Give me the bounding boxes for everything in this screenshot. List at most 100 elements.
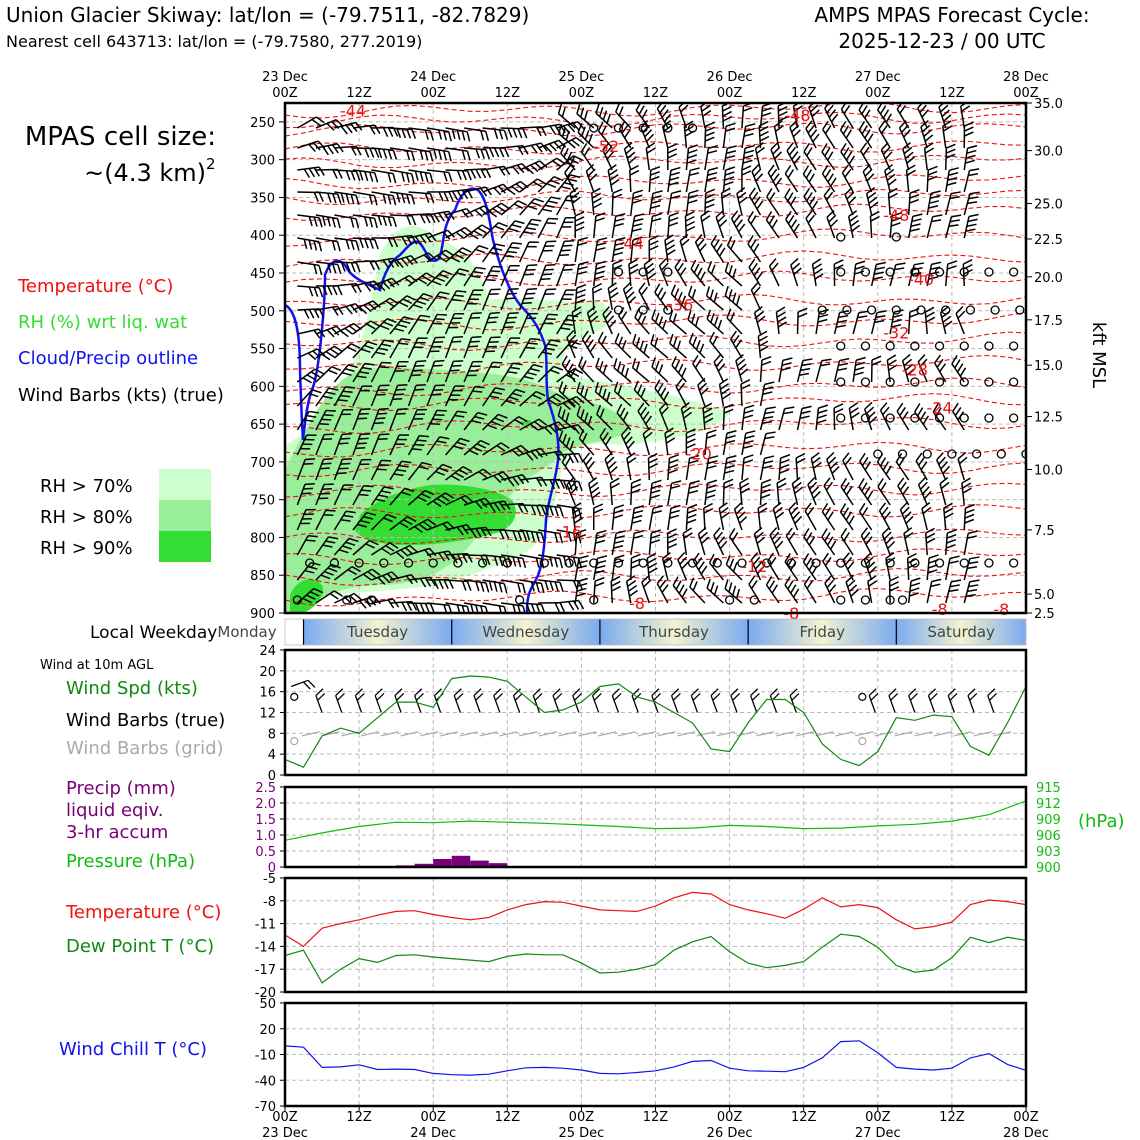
wind-barb-flag [694, 359, 702, 369]
wind-barb-flag [930, 190, 941, 195]
wind-barb-flag [567, 400, 576, 408]
wind-barb [389, 460, 412, 481]
wind-barb-flag [750, 579, 758, 589]
wind-barb-flag [784, 406, 795, 410]
wind-barb-flag [456, 190, 464, 200]
wind-barb-flag [527, 342, 538, 345]
wind-barb-shaft [881, 534, 891, 556]
wind-barb-shaft [847, 216, 854, 239]
wind-barb-flag [628, 258, 638, 265]
wind-barb-shaft [389, 234, 412, 239]
wind-barb-shaft [648, 533, 653, 556]
wind-barb-flag [587, 415, 593, 426]
wind-barb-flag [824, 169, 832, 179]
wind-barb-flag [776, 311, 786, 318]
wind-barb-flag [456, 526, 464, 536]
temperature-contour [285, 354, 1026, 374]
grid-barb [360, 731, 380, 737]
wind-barb-flag [650, 489, 661, 494]
wind-barb-flag [303, 239, 308, 249]
wind-barb-shaft [620, 434, 632, 456]
wind-barb-flag [369, 171, 374, 182]
wind-barb-shaft [926, 169, 929, 193]
wind-barb-flag [945, 148, 956, 154]
wind-barb-flag [707, 479, 718, 484]
top-date-label: 26 Dec [707, 70, 753, 85]
wind-barb [296, 434, 317, 456]
wind-barb-flag [833, 403, 844, 409]
wind-barb-flag [410, 173, 415, 184]
wind-barb-flag [849, 407, 859, 414]
wind-barb-shaft [697, 533, 706, 556]
wind-barb-flag [887, 359, 897, 366]
wind-barb-flag [538, 418, 548, 426]
wind-barb [556, 136, 585, 149]
wind-barb-flag [710, 688, 719, 697]
wind-barb-shaft [389, 191, 412, 196]
wind-barb [444, 360, 464, 383]
wind-barb [389, 487, 415, 506]
wind-barb-flag [423, 293, 433, 298]
wind-barb-flag [432, 418, 443, 421]
temperature-contour [285, 250, 1026, 268]
wind-barb [840, 477, 854, 506]
wind-barb-flag [574, 216, 585, 222]
wind-barb-flag [583, 147, 591, 157]
calm-circle [836, 413, 846, 423]
wind-barb-flag [371, 568, 381, 576]
wind-barb-flag [315, 116, 325, 124]
wind-barb-shaft [370, 409, 380, 431]
wind-barb-flag [570, 191, 580, 200]
wind-barb-flag [323, 414, 334, 417]
wind-barb-flag [771, 531, 780, 540]
wind-barb-flag [748, 575, 756, 585]
wind-barb-flag [318, 166, 325, 176]
wind-barb-flag [318, 497, 329, 500]
panel-frame [283, 785, 1028, 869]
calm-circle [811, 558, 821, 568]
temperature-contour [285, 228, 1026, 247]
wind-barb-flag [592, 688, 601, 697]
wind-barb-flag [382, 575, 391, 584]
wind-barb [730, 210, 746, 239]
wind-barb-shaft [426, 127, 449, 133]
wind-barb-flag [651, 529, 661, 534]
wind-barb-shaft [724, 270, 743, 287]
wind-barb-flag [927, 165, 938, 171]
wind-barb-flag [554, 692, 563, 701]
wind-barb-flag [705, 121, 716, 127]
wind-barb-flag [615, 103, 621, 113]
calm-circle [860, 341, 871, 351]
wind-barb-flag [363, 598, 372, 608]
wind-barb-shaft [426, 361, 436, 383]
wind-barb [896, 103, 910, 129]
wind-barb-flag [652, 510, 662, 514]
wind-barb-flag [699, 243, 707, 252]
wind-barb-flag [648, 462, 659, 469]
wind-barb-flag [525, 346, 536, 350]
pressure-tick-label: 912 [1036, 797, 1061, 812]
wind-barb-shaft [389, 127, 412, 131]
wind-barb-flag [902, 486, 910, 496]
wind-barb-flag [952, 402, 959, 412]
wind-barb [500, 220, 525, 239]
wind-barb-shaft [556, 289, 567, 311]
wind-barb-shaft [661, 126, 669, 149]
wind-barb-shaft [924, 312, 928, 335]
wind-barb-shaft [648, 483, 653, 506]
wind-barb-shaft [638, 290, 650, 311]
wind-barb-flag [807, 124, 815, 134]
wind-barb-flag [485, 606, 489, 613]
wind-barb-flag [419, 603, 425, 613]
wind-barb-flag [566, 168, 574, 178]
panel-ytick-label: -40 [255, 1074, 276, 1089]
wind-barb [463, 411, 488, 431]
grid-barb [835, 731, 854, 737]
wind-barb [788, 502, 803, 531]
wind-barb-flag [503, 606, 508, 613]
wind-barb-shaft [501, 127, 524, 130]
wind-barb-shaft [679, 240, 688, 263]
wind-barb-shaft [733, 509, 743, 531]
wind-barb-flag [743, 454, 754, 459]
wind-barb-flag [511, 449, 520, 457]
